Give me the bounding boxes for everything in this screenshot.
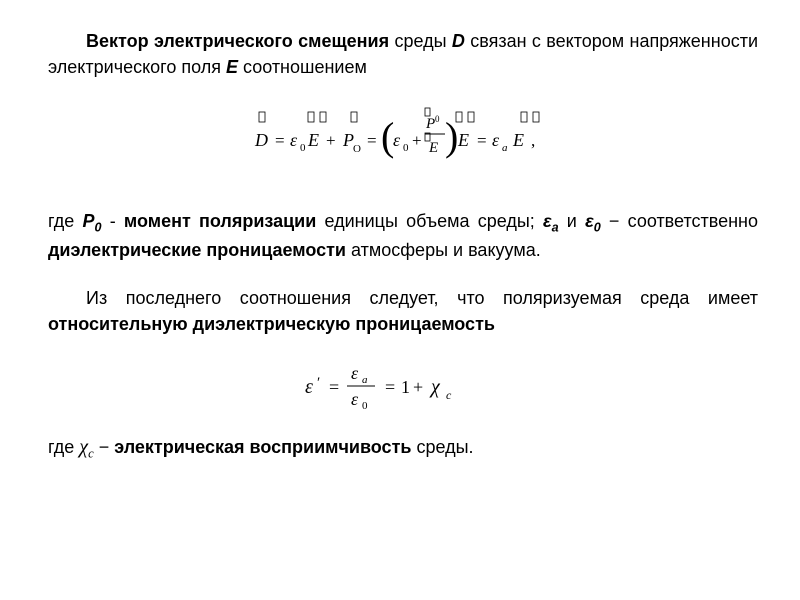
svg-text:ε: ε	[305, 376, 313, 398]
text: и	[559, 211, 585, 231]
svg-text:,: ,	[531, 131, 535, 150]
symbol-chi-c: χc	[79, 437, 93, 457]
term-electric-susceptibility: электрическая восприимчивость	[114, 437, 411, 457]
formula-2: ε ′ = ε a ε 0 = 1 + χ c	[48, 359, 758, 413]
svg-text:=: =	[329, 377, 339, 397]
text: −	[94, 437, 115, 457]
formula-2-svg: ε ′ = ε a ε 0 = 1 + χ c	[303, 359, 503, 413]
svg-text:1: 1	[401, 377, 410, 397]
svg-text:0: 0	[435, 114, 440, 124]
svg-text:0: 0	[300, 142, 306, 154]
paragraph-3: Из последнего соотношения следует, что п…	[48, 285, 758, 337]
svg-text:ε: ε	[393, 130, 401, 150]
symbol-P0: P0	[82, 211, 101, 231]
svg-text:a: a	[362, 374, 368, 386]
term-permittivity: диэлектрические проницаемости	[48, 240, 346, 260]
svg-text:E: E	[428, 140, 438, 156]
svg-text:E: E	[457, 130, 469, 150]
text: где	[48, 437, 79, 457]
svg-text:a: a	[502, 142, 508, 154]
svg-text:+: +	[413, 377, 423, 397]
text: среды.	[411, 437, 473, 457]
svg-text:=: =	[385, 377, 395, 397]
text: Из последнего соотношения следует, что п…	[86, 288, 758, 308]
svg-text:O: O	[353, 143, 361, 155]
text: соотношением	[238, 57, 367, 77]
svg-text:E: E	[512, 130, 524, 150]
svg-text:D: D	[254, 130, 268, 150]
svg-text:=: =	[477, 131, 487, 150]
formula-1: D = ε 0 E + P O = ( ε 0 + P 0 E ) E	[48, 102, 758, 174]
svg-text:P: P	[425, 116, 435, 132]
paragraph-4: где χc − электрическая восприимчивость с…	[48, 433, 758, 463]
paragraph-2: где P0 - момент поляризации единицы объе…	[48, 208, 758, 263]
svg-text:ε: ε	[492, 130, 500, 150]
text: среды	[389, 31, 452, 51]
symbol-E: E	[226, 57, 238, 77]
term-displacement-vector: Вектор электрического смещения	[86, 31, 389, 51]
paragraph-1: Вектор электрического смещения среды D с…	[48, 28, 758, 80]
svg-text:χ: χ	[429, 376, 441, 398]
svg-text:0: 0	[362, 400, 368, 412]
svg-text:′: ′	[317, 375, 320, 391]
svg-text:): )	[445, 114, 458, 159]
svg-text:+: +	[326, 131, 336, 150]
svg-text:=: =	[367, 131, 377, 150]
symbol-eps-a: εa	[543, 211, 559, 231]
svg-text:ε: ε	[351, 389, 359, 409]
text: единицы объема среды;	[316, 211, 543, 231]
term-relative-permittivity: относительную диэлектрическую проницаемо…	[48, 314, 495, 334]
svg-text:0: 0	[403, 142, 409, 154]
svg-text:c: c	[446, 388, 452, 402]
document-page: Вектор электрического смещения среды D с…	[0, 0, 800, 600]
symbol-D: D	[452, 31, 465, 51]
formula-1-svg: D = ε 0 E + P O = ( ε 0 + P 0 E ) E	[253, 102, 553, 174]
symbol-eps-0: ε0	[585, 211, 601, 231]
text: -	[102, 211, 124, 231]
text: − соответственно	[601, 211, 758, 231]
svg-text:E: E	[307, 130, 319, 150]
svg-text:ε: ε	[290, 130, 298, 150]
text: где	[48, 211, 82, 231]
text: атмосферы и вакуума.	[346, 240, 541, 260]
svg-text:=: =	[275, 131, 285, 150]
svg-text:ε: ε	[351, 363, 359, 383]
svg-text:+: +	[412, 131, 422, 150]
term-polarization-moment: момент поляризации	[124, 211, 316, 231]
